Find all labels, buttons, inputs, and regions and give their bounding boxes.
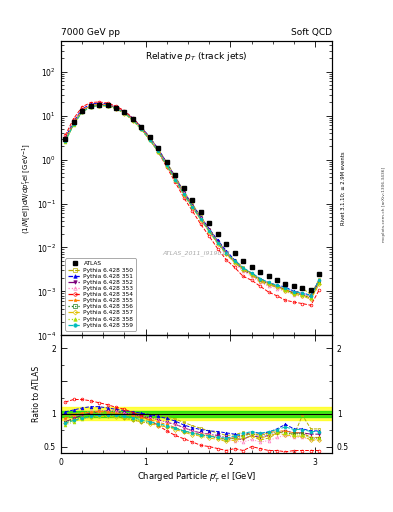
Y-axis label: Ratio to ATLAS: Ratio to ATLAS [32, 366, 41, 422]
Text: Relative $p_T$ (track jets): Relative $p_T$ (track jets) [145, 50, 248, 63]
Text: Soft QCD: Soft QCD [291, 28, 332, 37]
Text: ATLAS_2011_I919017: ATLAS_2011_I919017 [163, 250, 230, 256]
Bar [61, 408, 332, 420]
Text: mcplots.cern.ch [arXiv:1306.3436]: mcplots.cern.ch [arXiv:1306.3436] [382, 167, 386, 242]
Text: 7000 GeV pp: 7000 GeV pp [61, 28, 120, 37]
Legend: ATLAS, Pythia 6.428 350, Pythia 6.428 351, Pythia 6.428 352, Pythia 6.428 353, P: ATLAS, Pythia 6.428 350, Pythia 6.428 35… [65, 259, 136, 331]
Y-axis label: Rivet 3.1.10; ≥ 2.9M events: Rivet 3.1.10; ≥ 2.9M events [341, 152, 346, 225]
Bar [61, 411, 332, 417]
X-axis label: Charged Particle $p^\mathrm{r}_T$ el [GeV]: Charged Particle $p^\mathrm{r}_T$ el [Ge… [137, 471, 256, 485]
Y-axis label: $(1/N[\mathrm{el}])dN/dp^\mathrm{r}_T\mathrm{el}\ [\mathrm{GeV}^{-1}]$: $(1/N[\mathrm{el}])dN/dp^\mathrm{r}_T\ma… [21, 143, 34, 233]
